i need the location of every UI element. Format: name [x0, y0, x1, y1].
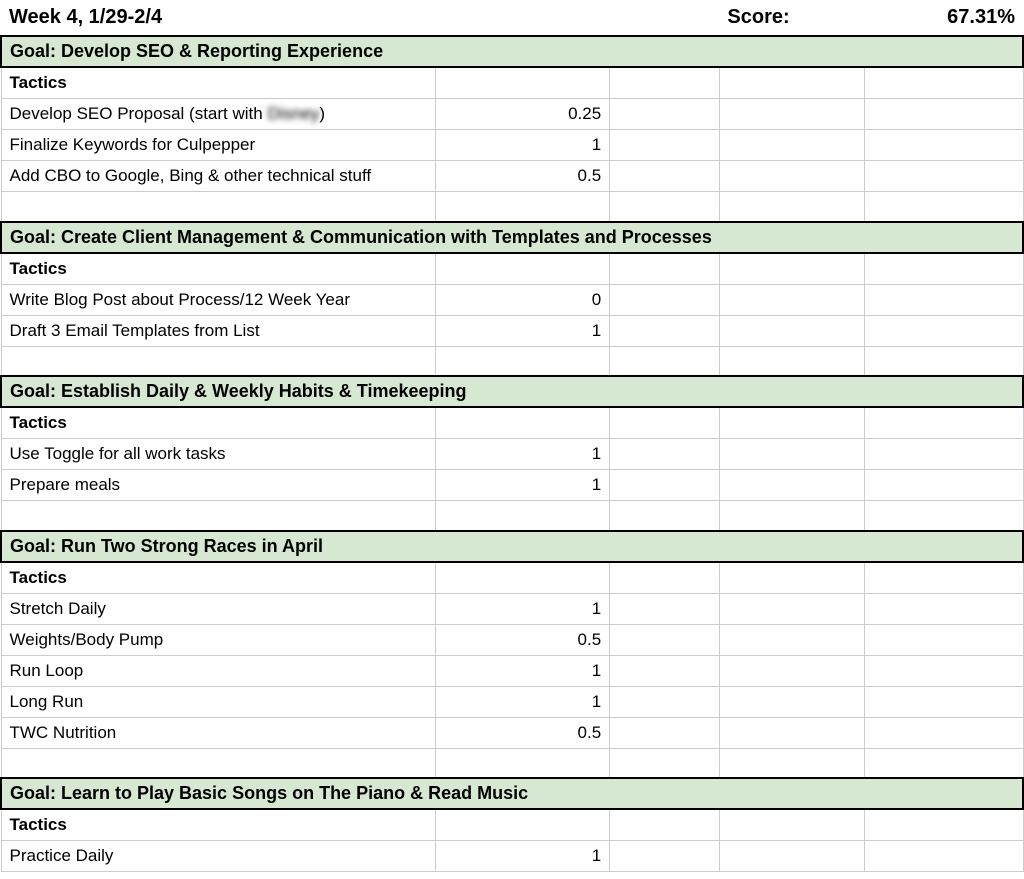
tactic-label[interactable]: Practice Daily [1, 841, 435, 872]
goal-label: Goal: Learn to Play Basic Songs on The P… [1, 778, 1023, 809]
tactic-value[interactable]: 1 [435, 841, 610, 872]
goal-row: Goal: Create Client Management & Communi… [1, 222, 1023, 253]
tactics-header-row: Tactics [1, 562, 1023, 594]
tactic-label[interactable]: Prepare meals [1, 470, 435, 501]
tactic-label[interactable]: Use Toggle for all work tasks [1, 439, 435, 470]
tactic-label-prefix: Develop SEO Proposal (start with [10, 104, 268, 123]
weekly-scorecard-table: Week 4, 1/29-2/4 Score:67.31%Goal: Develo… [0, 0, 1024, 872]
tactic-value[interactable]: 1 [435, 686, 610, 717]
tactics-label: Tactics [1, 809, 435, 841]
goal-row: Goal: Develop SEO & Reporting Experience [1, 36, 1023, 67]
tactic-value[interactable]: 0.5 [435, 161, 610, 192]
tactics-label: Tactics [1, 562, 435, 594]
tactic-label[interactable]: Run Loop [1, 655, 435, 686]
spacer-row [1, 346, 1023, 376]
tactic-value[interactable]: 0.25 [435, 99, 610, 130]
tactic-value[interactable]: 0.5 [435, 717, 610, 748]
tactics-header-row: Tactics [1, 809, 1023, 841]
tactic-value[interactable]: 1 [435, 593, 610, 624]
tactic-row: Practice Daily1 [1, 841, 1023, 872]
tactic-row: Develop SEO Proposal (start with Disney)… [1, 99, 1023, 130]
goal-row: Goal: Learn to Play Basic Songs on The P… [1, 778, 1023, 809]
tactic-row: Run Loop1 [1, 655, 1023, 686]
tactics-label: Tactics [1, 407, 435, 439]
tactic-row: TWC Nutrition0.5 [1, 717, 1023, 748]
goal-label: Goal: Develop SEO & Reporting Experience [1, 36, 1023, 67]
tactics-label: Tactics [1, 253, 435, 285]
spacer-row [1, 748, 1023, 778]
tactic-label[interactable]: TWC Nutrition [1, 717, 435, 748]
tactic-row: Use Toggle for all work tasks1 [1, 439, 1023, 470]
goal-label: Goal: Establish Daily & Weekly Habits & … [1, 376, 1023, 407]
tactic-label[interactable]: Stretch Daily [1, 593, 435, 624]
spacer-row [1, 501, 1023, 531]
header-row: Week 4, 1/29-2/4 Score:67.31% [1, 0, 1023, 36]
tactic-value[interactable]: 1 [435, 655, 610, 686]
tactic-label[interactable]: Write Blog Post about Process/12 Week Ye… [1, 284, 435, 315]
tactic-value[interactable]: 0 [435, 284, 610, 315]
tactic-label-suffix: ) [319, 104, 325, 123]
spacer-row [1, 192, 1023, 222]
tactic-label[interactable]: Develop SEO Proposal (start with Disney) [1, 99, 435, 130]
tactic-row: Weights/Body Pump0.5 [1, 624, 1023, 655]
tactic-label[interactable]: Long Run [1, 686, 435, 717]
tactic-value[interactable]: 1 [435, 130, 610, 161]
tactic-row: Stretch Daily1 [1, 593, 1023, 624]
goal-label: Goal: Create Client Management & Communi… [1, 222, 1023, 253]
score-value: 67.31% [864, 0, 1023, 36]
tactic-label[interactable]: Draft 3 Email Templates from List [1, 315, 435, 346]
tactic-value[interactable]: 1 [435, 315, 610, 346]
tactic-row: Add CBO to Google, Bing & other technica… [1, 161, 1023, 192]
tactics-header-row: Tactics [1, 407, 1023, 439]
goal-row: Goal: Run Two Strong Races in April [1, 531, 1023, 562]
tactic-row: Write Blog Post about Process/12 Week Ye… [1, 284, 1023, 315]
goal-row: Goal: Establish Daily & Weekly Habits & … [1, 376, 1023, 407]
tactic-row: Finalize Keywords for Culpepper1 [1, 130, 1023, 161]
tactic-row: Prepare meals1 [1, 470, 1023, 501]
tactic-row: Draft 3 Email Templates from List1 [1, 315, 1023, 346]
tactic-label-redacted: Disney [267, 104, 319, 124]
score-label: Score: [719, 0, 864, 36]
tactics-label: Tactics [1, 67, 435, 99]
tactic-value[interactable]: 1 [435, 470, 610, 501]
tactic-value[interactable]: 0.5 [435, 624, 610, 655]
goal-label: Goal: Run Two Strong Races in April [1, 531, 1023, 562]
tactics-header-row: Tactics [1, 253, 1023, 285]
tactic-value[interactable]: 1 [435, 439, 610, 470]
tactics-header-row: Tactics [1, 67, 1023, 99]
week-title: Week 4, 1/29-2/4 [1, 0, 435, 36]
tactic-label[interactable]: Finalize Keywords for Culpepper [1, 130, 435, 161]
tactic-label[interactable]: Add CBO to Google, Bing & other technica… [1, 161, 435, 192]
tactic-label[interactable]: Weights/Body Pump [1, 624, 435, 655]
tactic-row: Long Run1 [1, 686, 1023, 717]
